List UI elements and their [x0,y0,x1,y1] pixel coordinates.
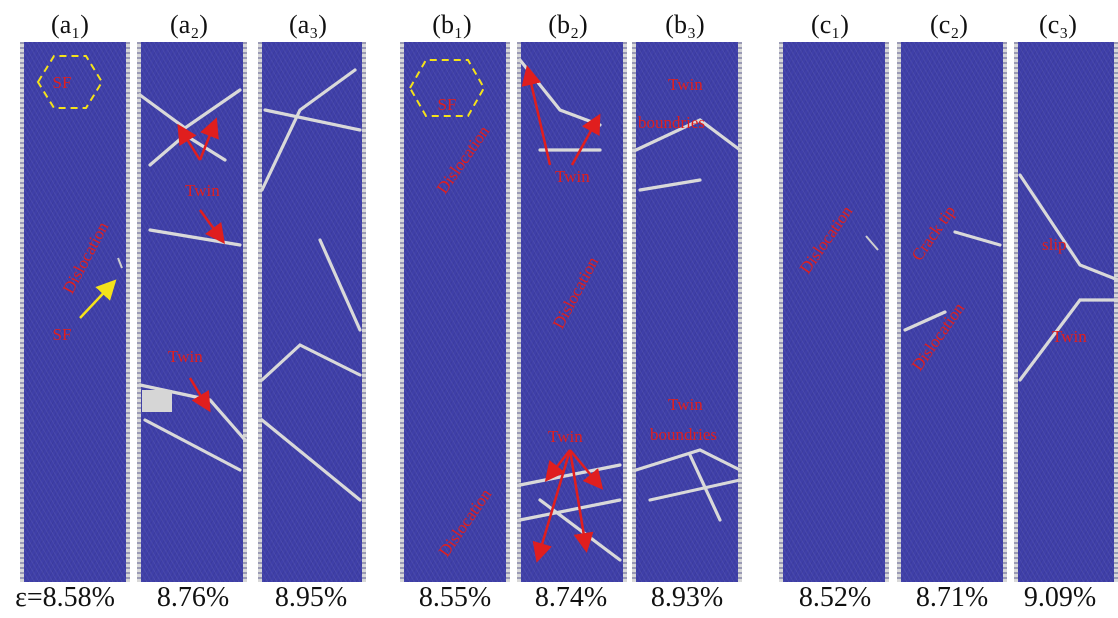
simulation-panel-b2 [517,42,627,582]
strain-value-c3: 9.09% [1023,582,1097,613]
panel-label-b2: (b₂) [548,10,588,39]
strain-value-b3: 8.93% [650,582,724,613]
panel-label-a1: (a₁) [51,10,89,39]
panel-label-a2: (a₂) [170,10,208,39]
simulation-panel-b3 [632,42,742,582]
simulation-panel-a3 [258,42,366,582]
simulation-panel-c1 [779,42,889,582]
strain-value-a1: ε=8.58% [15,582,115,613]
panel-label-b3: (b₃) [665,10,705,39]
panel-label-c1: (c₁) [811,10,849,39]
strain-value-c1: 8.52% [798,582,872,613]
strain-value-a2: 8.76% [156,582,230,613]
panel-label-a3: (a₃) [289,10,327,39]
panel-label-c2: (c₂) [930,10,968,39]
strain-value-c2: 8.71% [915,582,989,613]
simulation-panel-c2 [897,42,1007,582]
strain-value-b1: 8.55% [418,582,492,613]
simulation-panel-a1 [20,42,130,582]
strain-value-a3: 8.95% [274,582,348,613]
panel-label-c3: (c₃) [1039,10,1077,39]
simulation-panel-b1 [400,42,510,582]
panel-label-b1: (b₁) [432,10,472,39]
simulation-panel-a2 [137,42,247,582]
strain-value-b2: 8.74% [534,582,608,613]
simulation-panel-c3 [1014,42,1118,582]
